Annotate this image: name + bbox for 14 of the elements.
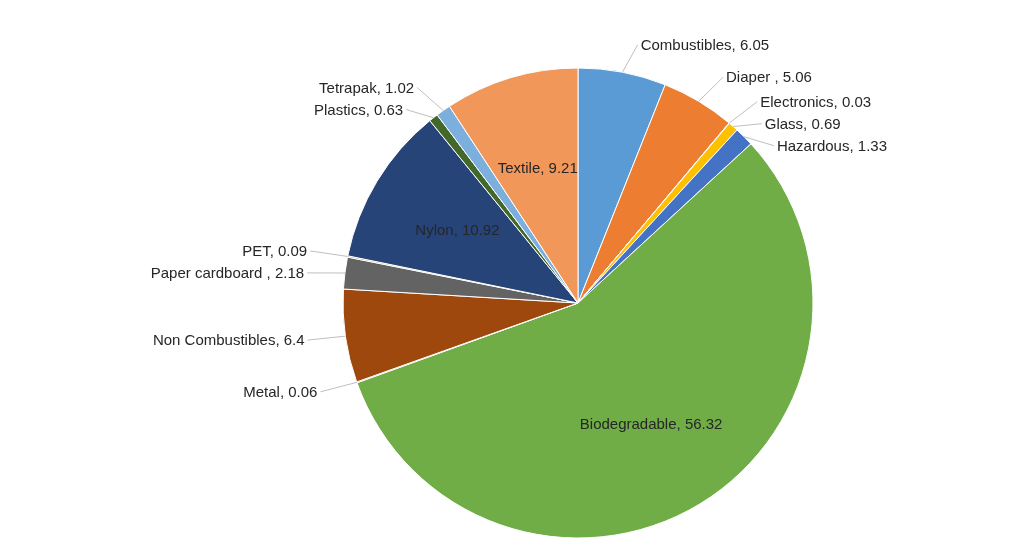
slice-label: Nylon, 10.92 (415, 220, 500, 238)
slice-label: Metal, 0.06 (243, 382, 318, 400)
slice-label: Biodegradable, 56.32 (579, 414, 723, 432)
slice-label: Plastics, 0.63 (313, 100, 404, 118)
slice-label: PET, 0.09 (242, 241, 308, 259)
slice-label: Glass, 0.69 (764, 114, 841, 132)
slice-label: Diaper , 5.06 (726, 68, 812, 86)
slice-label: Non Combustibles, 6.4 (152, 331, 305, 349)
slice-label: Paper cardboard , 2.18 (150, 263, 305, 281)
slice-label: Textile, 9.21 (497, 158, 578, 176)
slice-label: Tetrapak, 1.02 (319, 78, 415, 96)
slice-label: Electronics, 0.03 (760, 92, 872, 110)
slice-label: Hazardous, 1.33 (776, 136, 887, 154)
slice-label: Combustibles, 6.05 (640, 35, 770, 53)
